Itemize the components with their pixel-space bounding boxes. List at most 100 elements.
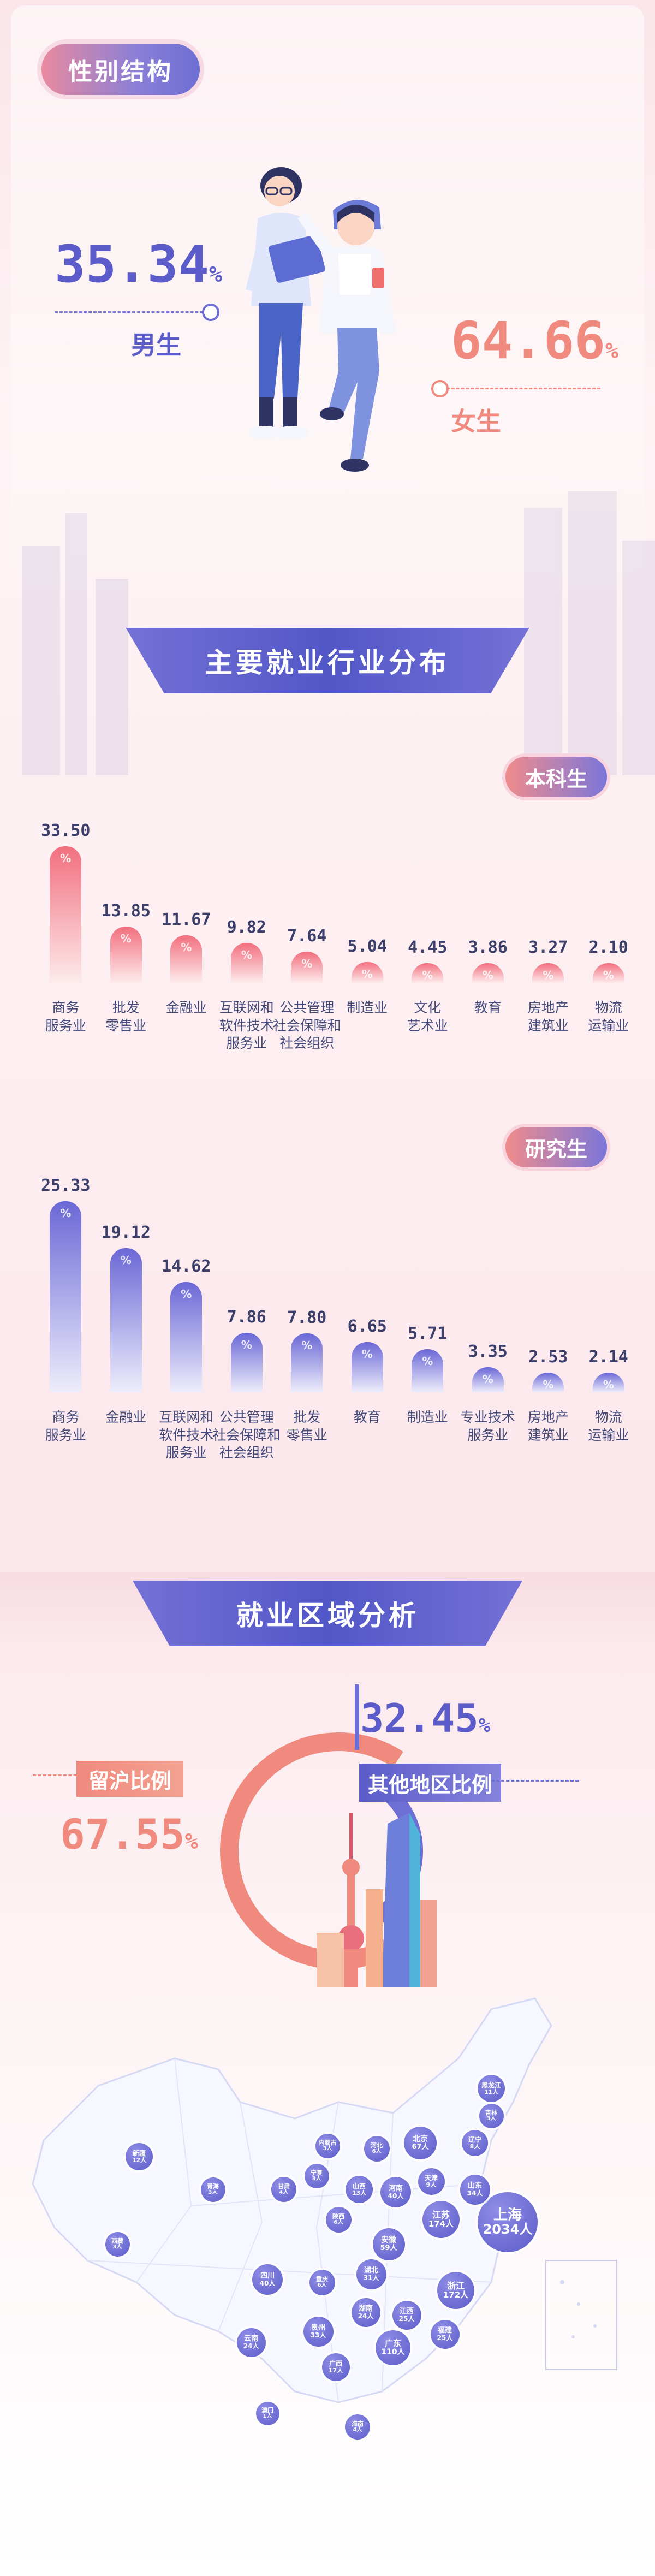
category-line: 公共管理 [219,1409,274,1425]
province-bubble: 陕西 6人 [325,2206,352,2233]
province-name: 北京 [413,2134,428,2144]
province-count: 59人 [380,2243,397,2252]
bar [230,1333,263,1392]
province-bubble: 云南 24人 [236,2328,266,2357]
province-bubble: 浙江 172人 [437,2272,474,2309]
bar-category-label: 互联网和 软件技术 服务业 [209,999,285,1053]
province-bubble: 河北 6人 [364,2135,390,2162]
female-label: 女生 [451,407,501,436]
province-name: 安徽 [381,2235,396,2245]
bar-unit-label: % [120,1253,132,1267]
province-name: 陕西 [332,2212,344,2220]
bar [472,1367,504,1392]
province-count: 3人 [208,2189,218,2195]
region-title: 就业区域分析 [236,1600,419,1631]
province-bubble: 海南 4人 [345,2414,370,2440]
province-count: 25人 [437,2334,453,2342]
male-label: 男生 [131,330,181,360]
category-line: 零售业 [286,1427,327,1443]
industry-banner-shape [126,628,529,693]
bar-category-label: 批发 零售业 [88,999,164,1035]
bar [50,846,82,983]
grad-bar-chart: % 25.33 商务 服务业% 19.12 金融业% 14.62 互联网和 软件技术 服务业% 7.… [0,1136,655,1463]
province-name: 河南 [388,2184,403,2193]
province-bubble: 广东 110人 [376,2330,410,2365]
male-divider [55,311,213,313]
bar-category-label: 金融业 [88,1409,164,1427]
province-name: 河北 [371,2141,383,2149]
china-map [32,1997,617,2403]
city-skyline-decoration [22,491,655,775]
province-count: 6人 [317,2282,327,2288]
bar [170,935,203,983]
bar-unit-label: % [181,1287,192,1301]
industry-section-banner: 主要就业行业分布 [87,628,568,693]
province-count: 9人 [426,2181,437,2188]
province-count: 6人 [334,2219,343,2225]
other-label-text: 其他地区比例 [368,1772,493,1797]
bar-unit-label: % [603,969,614,982]
province-name: 吉林 [485,2109,497,2116]
bar-unit-label: % [241,948,252,961]
province-bubble: 湖南 24人 [351,2298,380,2327]
bar [472,963,504,983]
bar-value-label: 5.04 [347,937,387,957]
grad-tag-text: 研究生 [525,1137,588,1161]
province-name: 浙江 [446,2280,465,2291]
province-name: 黑龙江 [481,2081,501,2089]
bar-value-label: 14.62 [162,1256,211,1276]
bar-unit-label: % [482,1372,493,1386]
male-student-icon [246,167,325,439]
province-count: 24人 [358,2312,374,2320]
students-illustration [246,167,396,472]
category-line: 批发 [293,1409,321,1425]
province-name: 澳门 [261,2406,273,2414]
bar-value-label: 9.82 [227,917,266,937]
female-student-icon [297,200,396,472]
province-name: 海南 [352,2420,364,2427]
bar [412,1349,444,1392]
local-label-text: 留沪比例 [88,1768,172,1793]
province-count: 11人 [484,2088,499,2096]
category-line: 互联网和 [159,1409,214,1425]
province-name: 湖南 [358,2304,373,2313]
local-pct-value: 67.55 [60,1810,185,1859]
category-line: 艺术业 [407,1017,448,1034]
bar-category-label: 公共管理 社会保障和 社会组织 [209,1409,285,1462]
province-name: 青海 [207,2182,219,2190]
industry-title: 主要就业行业分布 [205,647,450,679]
male-percentage: 35.34% [55,235,222,294]
bar-value-label: 2.53 [528,1348,568,1367]
province-count: 31人 [363,2274,379,2282]
province-count: 24人 [243,2342,259,2350]
gender-title-text: 性别结构 [68,58,173,86]
bar-unit-label: % [361,968,373,981]
other-region-label: 其他地区比例 [359,1764,502,1802]
province-count: 174人 [428,2218,454,2229]
province-count: 8人 [469,2142,480,2150]
province-count: 67人 [412,2142,429,2151]
province-count: 12人 [132,2156,147,2164]
bar [291,951,323,983]
bar-category-label: 批发 零售业 [269,1409,345,1444]
province-bubble: 安徽 59人 [372,2228,405,2260]
bar-unit-label: % [60,1207,72,1220]
bar [351,1342,383,1392]
category-line: 社会组织 [219,1445,274,1461]
province-name: 四川 [260,2271,275,2280]
bar-unit-label: % [181,940,192,954]
category-line: 商务 [52,1409,80,1425]
category-line: 制造业 [347,1000,388,1016]
category-line: 专业技术 [460,1409,515,1425]
bar-unit-label: % [422,969,433,982]
province-name: 西藏 [111,2237,123,2245]
category-line: 建筑业 [527,1017,569,1034]
category-line: 服务业 [45,1427,86,1443]
province-bubble: 澳门 1人 [255,2401,279,2425]
category-line: 文化 [414,1000,442,1016]
bar [230,942,263,983]
bar-value-label: 25.33 [41,1176,91,1195]
bar-category-label: 制造业 [329,999,406,1017]
local-region-percentage: 67.55% [60,1810,198,1859]
bar-value-label: 3.27 [528,938,568,957]
